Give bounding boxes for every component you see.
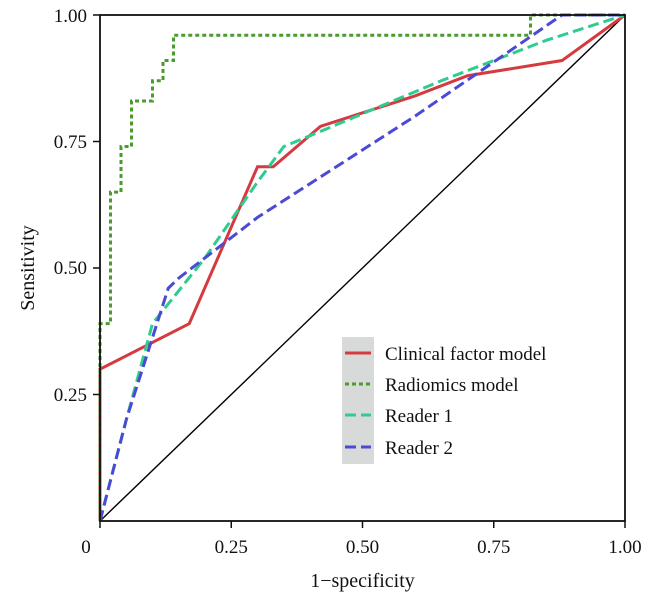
y-tick-label: 0.50 (54, 258, 87, 279)
y-tick-label: 1.00 (54, 6, 87, 27)
x-tick-label: 0.25 (215, 537, 248, 558)
x-tick-label: 0.50 (346, 537, 379, 558)
x-tick-label: 1.00 (608, 537, 641, 558)
y-tick-label: 0.75 (54, 132, 87, 153)
legend: Clinical factor model Radiomics model Re… (342, 337, 546, 464)
x-tick-label: 0 (81, 537, 91, 558)
reference-diagonal (99, 14, 626, 522)
x-axis: 0 0.25 0.50 0.75 1.00 1−specificity (81, 521, 642, 592)
x-axis-title: 1−specificity (310, 570, 415, 592)
series-lines (98, 13, 626, 522)
series-line-reader-1 (98, 13, 626, 522)
reference-line (99, 14, 626, 522)
series-line-radiomics-model (98, 13, 625, 521)
y-tick-label: 0.25 (54, 385, 87, 406)
x-tick-label: 0.75 (477, 537, 510, 558)
y-axis-title: Sensitivity (17, 225, 39, 311)
legend-label-clinical: Clinical factor model (385, 344, 546, 365)
legend-highlight (342, 337, 374, 464)
legend-label-reader2: Reader 2 (385, 438, 453, 459)
series-line-clinical-factor-model (98, 13, 626, 521)
legend-label-radiomics: Radiomics model (385, 375, 519, 396)
legend-label-reader1: Reader 1 (385, 406, 453, 427)
series-line-reader-2 (98, 13, 625, 522)
y-axis: 0.25 0.50 0.75 1.00 Sensitivity (17, 6, 100, 406)
